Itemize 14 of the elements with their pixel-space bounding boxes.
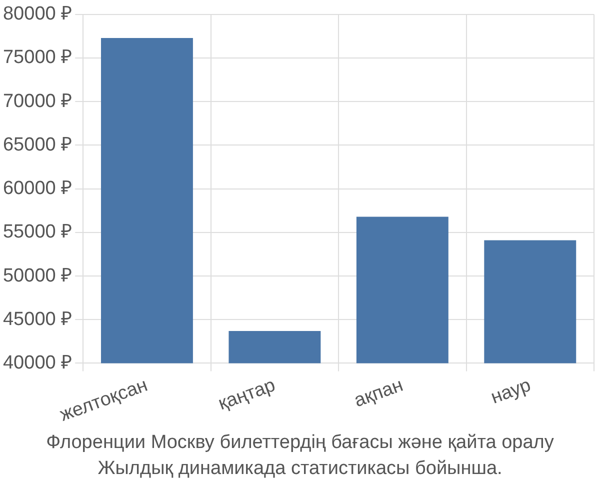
x-tick-label: наур <box>488 374 534 408</box>
y-tick-label: 45000 ₽ <box>2 308 72 330</box>
x-tick-label: қаңтар <box>216 374 278 415</box>
y-tick-label: 40000 ₽ <box>2 352 72 374</box>
y-tick-label: 70000 ₽ <box>2 90 72 112</box>
text: Флоренции Москву билеттердің бағасы және қайта оралу <box>45 431 555 455</box>
y-tick-label: 60000 ₽ <box>2 178 72 200</box>
y-tick-label: 75000 ₽ <box>2 47 72 68</box>
text: Жылдық динамикада статистикасы бойынша. <box>96 457 504 481</box>
y-tick-label: 55000 ₽ <box>2 222 72 243</box>
y-tick-label: 65000 ₽ <box>2 134 72 156</box>
y-tick-label: 80000 ₽ <box>2 4 72 25</box>
y-tick-label: 50000 ₽ <box>2 265 72 286</box>
x-tick-label: ақпан <box>352 374 406 412</box>
